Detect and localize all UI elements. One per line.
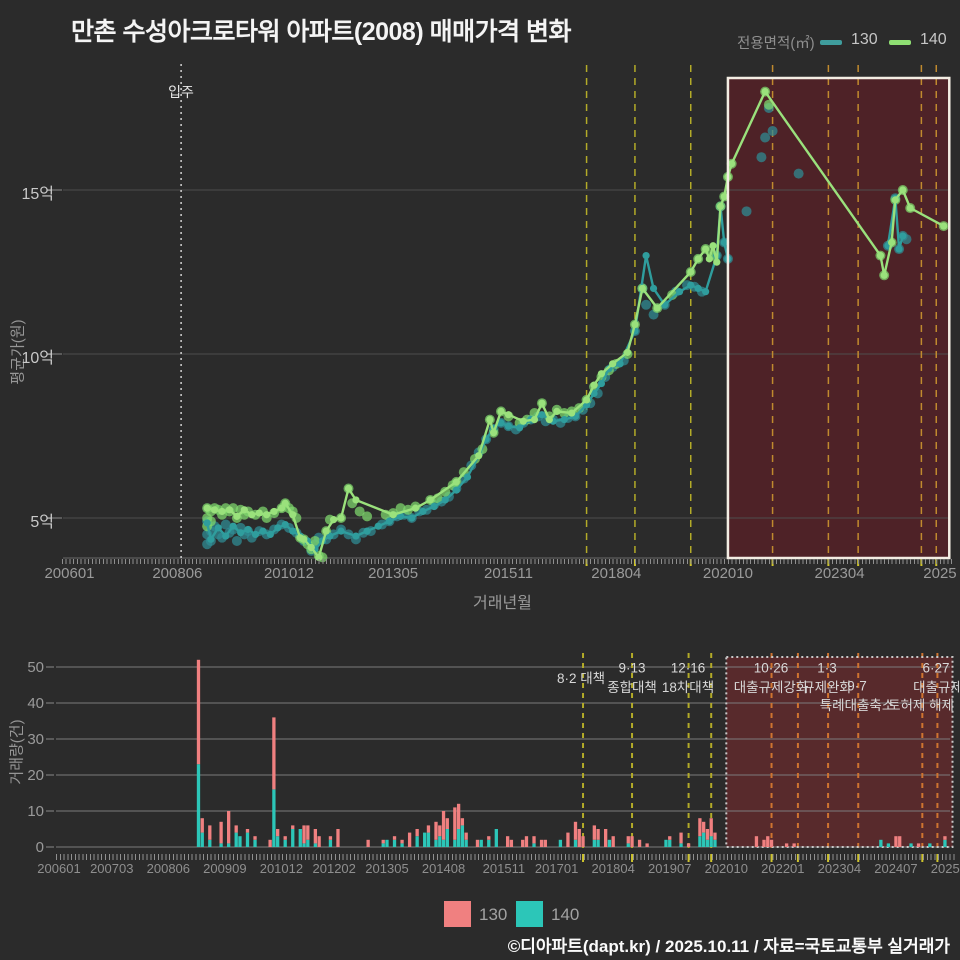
main-x-tick-201804: 201804: [591, 565, 642, 582]
policy-annotation-13: 토허제 해제: [888, 698, 954, 713]
main-x-tick-201012: 201012: [263, 565, 314, 582]
source-credit: ©디아파트(dapt.kr) / 2025.10.11 / 자료=국토교통부 실…: [507, 937, 950, 956]
volume-x-tick-202510: 202510: [930, 861, 960, 876]
legend-area-label: 전용면적(㎡): [737, 36, 815, 52]
main-x-tick-200806: 200806: [152, 565, 203, 582]
legend-line-130-label[interactable]: 130: [851, 31, 878, 48]
volume-x-tick-201408: 201408: [421, 861, 466, 876]
volume-x-tick-200806: 200806: [146, 861, 191, 876]
main-axis-minor-ticks: [62, 559, 952, 564]
policy-annotation-2: 종합대책: [607, 680, 657, 695]
main-x-tick-201305: 201305: [368, 565, 419, 582]
volume-x-tick-201012: 201012: [259, 861, 304, 876]
volume-x-tick-202010: 202010: [704, 861, 748, 876]
main-x-tick-200601: 200601: [44, 565, 95, 582]
main-x-tick-202010: 202010: [702, 565, 753, 582]
main-y-tick-15: 15억: [21, 186, 54, 203]
volume-x-tick-201202: 201202: [312, 861, 356, 876]
volume-y-tick-20: 20: [27, 767, 44, 784]
policy-annotation-4: 18차대책: [661, 680, 715, 695]
legend-line-140-swatch: [889, 40, 911, 45]
main-y-tick-10: 10억: [21, 350, 54, 367]
policy-annotation-0: 8·2 대책: [556, 671, 606, 686]
policy-annotation-12: 대출규제: [913, 680, 960, 695]
policy-annotation-8: 규제완화: [802, 680, 852, 695]
main-y-tick-5: 5억: [30, 514, 54, 531]
policy-annotation-10: 특례대출축소: [819, 698, 895, 713]
move-in-label: 입주: [168, 84, 194, 100]
volume-y-tick-50: 50: [27, 659, 44, 676]
policy-annotation-7: 1·3: [817, 660, 837, 676]
legend-line-130-swatch: [820, 40, 842, 45]
volume-y-tick-10: 10: [27, 803, 44, 820]
volume-x-tick-202201: 202201: [761, 861, 805, 876]
volume-x-tick-201907: 201907: [648, 861, 692, 876]
volume-x-tick-200703: 200703: [90, 861, 134, 876]
volume-y-tick-40: 40: [27, 695, 44, 712]
page-title: 만촌 수성아크로타워 아파트(2008) 매매가격 변화: [71, 18, 572, 46]
policy-annotation-9: 9·7: [847, 678, 867, 694]
legend-bar-130-swatch: [444, 901, 471, 927]
volume-axis-minor-ticks: [56, 854, 955, 860]
volume-x-tick-200909: 200909: [203, 861, 247, 876]
volume-x-tick-202407: 202407: [874, 861, 918, 876]
volume-x-tick-202304: 202304: [817, 861, 862, 876]
main-x-tick-202304: 202304: [814, 565, 865, 582]
policy-annotation-3: 12·16: [670, 660, 706, 676]
main-x-tick-201511: 201511: [483, 565, 533, 582]
volume-y-tick-0: 0: [35, 839, 44, 856]
volume-y-tick-30: 30: [27, 731, 44, 748]
policy-annotation-11: 6·27: [922, 660, 950, 676]
legend-line-140-label[interactable]: 140: [920, 31, 947, 48]
legend-bar-130-label[interactable]: 130: [479, 905, 508, 924]
legend-bar-140-swatch: [516, 901, 543, 927]
policy-annotation-1: 9·13: [618, 660, 646, 676]
volume-x-tick-201511: 201511: [482, 861, 526, 876]
main-x-tick-2025: 2025: [923, 565, 957, 582]
volume-x-tick-201701: 201701: [534, 861, 579, 876]
policy-annotation-6: 대출규제강화: [733, 680, 809, 695]
volume-x-tick-201305: 201305: [365, 861, 409, 876]
volume-x-tick-201804: 201804: [591, 861, 635, 876]
volume-x-tick-200601: 200601: [37, 861, 81, 876]
main-x-axis-title: 거래년월: [473, 595, 532, 612]
legend-bar-140-label[interactable]: 140: [551, 905, 580, 924]
policy-annotation-5: 10·26: [753, 660, 789, 676]
